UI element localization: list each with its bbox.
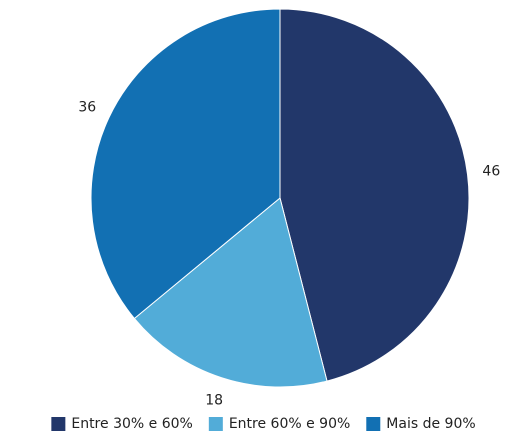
- pie-slice: [133, 197, 328, 388]
- legend-label: Entre 60% e 90%: [229, 416, 350, 432]
- legend-swatch: [208, 417, 223, 431]
- legend-label: Mais de 90%: [386, 416, 475, 432]
- legend-swatch: [366, 417, 381, 431]
- data-label: 46: [482, 163, 500, 179]
- legend-swatch: [51, 417, 66, 431]
- data-label: 36: [78, 99, 96, 115]
- pie-slice: [279, 8, 470, 382]
- pie-slice: [90, 8, 281, 320]
- data-label: 18: [205, 393, 223, 409]
- legend: Entre 30% e 60% Entre 60% e 90% Mais de 90…: [51, 416, 476, 432]
- legend-label: Entre 30% e 60%: [71, 416, 192, 432]
